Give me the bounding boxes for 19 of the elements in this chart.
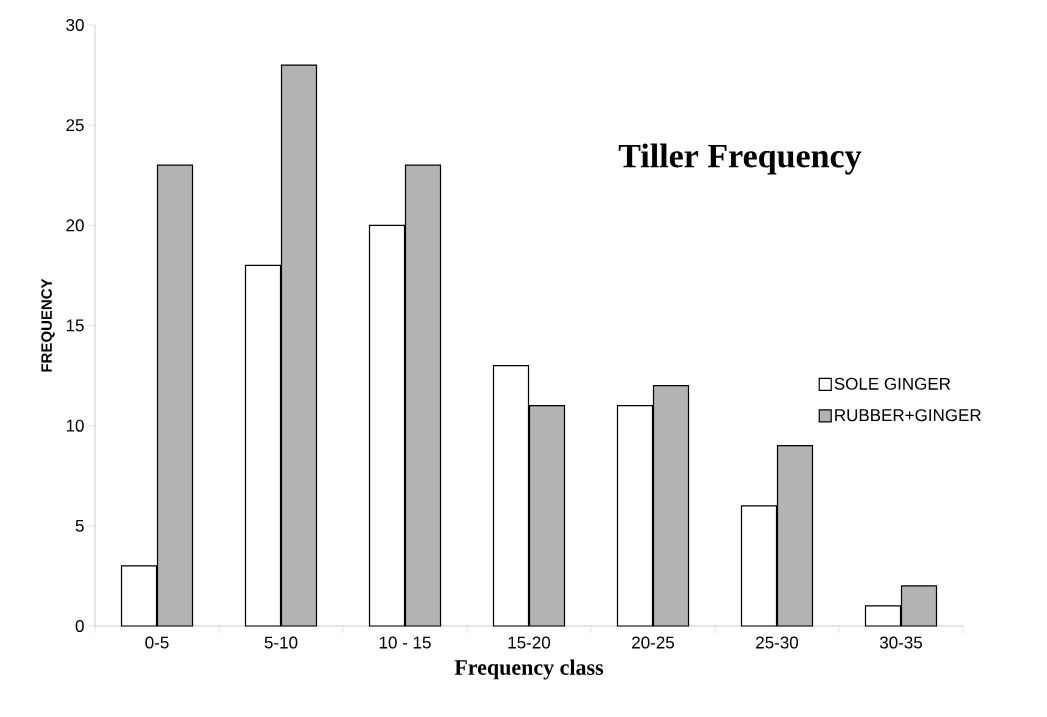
x-tick-label: 0-5 bbox=[145, 636, 169, 649]
x-tick-label: 10 - 15 bbox=[379, 636, 431, 649]
text: Tiller Frequency bbox=[618, 143, 862, 175]
y-tick-label: 20 bbox=[66, 219, 84, 232]
y-tick-label: 5 bbox=[75, 519, 84, 532]
x-tick-label: 30-35 bbox=[879, 636, 923, 649]
y-axis-title: FREQUENCY bbox=[41, 278, 55, 372]
legend-label: RUBBER+GINGER bbox=[835, 409, 981, 422]
x-tick-label: 25-30 bbox=[756, 636, 799, 649]
legend-label: SOLE GINGER bbox=[834, 377, 951, 390]
x-tick-label: 20-25 bbox=[632, 636, 675, 649]
x-tick-label: 5-10 bbox=[264, 636, 298, 649]
x-tick-label: 15-20 bbox=[508, 636, 551, 649]
y-tick-label: 15 bbox=[66, 319, 84, 332]
y-tick-label: 25 bbox=[66, 119, 84, 132]
y-tick-label: 10 bbox=[66, 419, 84, 432]
x-axis-title: Frequency class bbox=[454, 659, 604, 680]
y-tick-label: 0 bbox=[75, 619, 84, 633]
y-tick-label: 30 bbox=[66, 18, 84, 32]
